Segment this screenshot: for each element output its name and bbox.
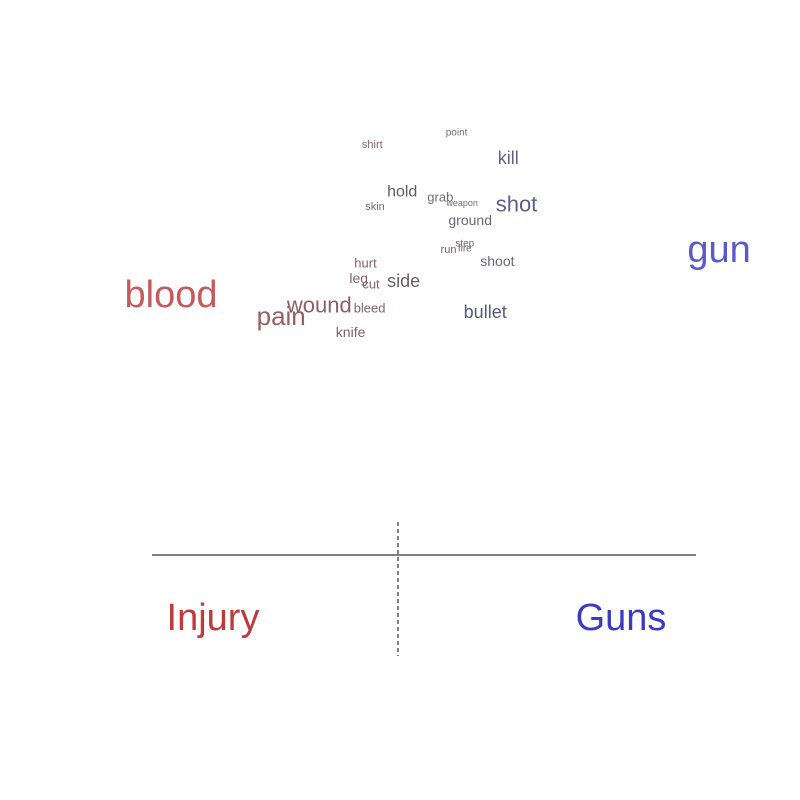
word-label-shirt: shirt <box>362 139 383 151</box>
word-label-skin: skin <box>365 201 385 213</box>
word-label-grab: grab <box>427 190 453 205</box>
word-label-bleed: bleed <box>354 301 386 316</box>
word-label-hold: hold <box>387 184 417 201</box>
word-label-wound: wound <box>286 293 352 318</box>
word-label-step: step <box>455 239 474 250</box>
word-label-bullet: bullet <box>464 302 507 322</box>
word-label-hurt: hurt <box>354 256 377 271</box>
word-label-fire: fire <box>458 244 472 255</box>
word-label-kill: kill <box>498 148 519 168</box>
word-label-pain: pain <box>257 301 306 331</box>
word-label-side: side <box>387 271 420 291</box>
pole-label-right: Guns <box>576 597 667 639</box>
word-label-ground: ground <box>448 212 492 228</box>
word-label-weapon: weapon <box>445 198 478 208</box>
word-label-shot: shot <box>496 192 538 217</box>
word-label-leg: leg <box>349 270 368 286</box>
word-label-blood: blood <box>125 274 218 316</box>
word-label-gun: gun <box>687 229 750 271</box>
word-label-run: run <box>441 244 457 256</box>
word-label-cut: cut <box>362 277 380 292</box>
word-label-knife: knife <box>336 324 366 340</box>
words-layer: point shirt kill hold grab shot weapon skin grou… <box>125 128 751 341</box>
word-label-shoot: shoot <box>480 253 514 269</box>
pole-label-left: Injury <box>167 597 260 639</box>
word-label-point: point <box>446 128 468 139</box>
